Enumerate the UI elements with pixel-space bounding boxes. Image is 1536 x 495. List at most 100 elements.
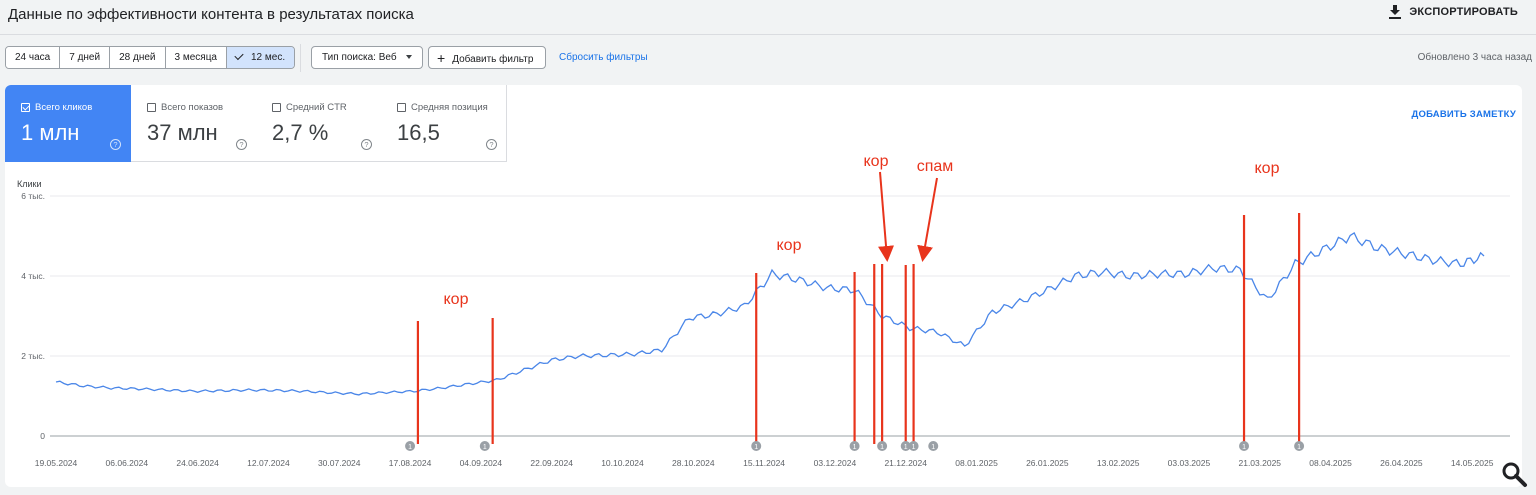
updated-status: Обновлено 3 часа назад: [1417, 52, 1532, 63]
event-marker-label: 1: [912, 444, 916, 451]
checkbox-icon: [272, 103, 281, 112]
event-marker: [849, 441, 860, 451]
add-filter-label: Добавить фильтр: [452, 54, 534, 65]
event-marker-label: 1: [408, 444, 412, 451]
range-24h-button[interactable]: 24 часа: [6, 47, 61, 68]
checkbox-icon: [21, 103, 30, 112]
event-marker: [479, 441, 490, 451]
metric-ctr[interactable]: Средний CTR 2,7 % ?: [256, 85, 382, 162]
help-icon[interactable]: ?: [486, 139, 497, 150]
annotation-label: кор: [444, 291, 469, 308]
date-range-group: 24 часа 7 дней 28 дней 3 месяца 12 мес.: [5, 46, 296, 69]
event-marker: [1294, 441, 1305, 451]
x-tick-label: 08.04.2025: [1309, 458, 1352, 468]
metric-impressions-value: 37 млн: [147, 120, 218, 145]
x-tick-label: 12.07.2024: [247, 458, 290, 468]
add-note-button[interactable]: ДОБАВИТЬ ЗАМЕТКУ: [1411, 109, 1516, 120]
x-tick-label: 04.09.2024: [460, 458, 503, 468]
x-tick-label: 30.07.2024: [318, 458, 361, 468]
y-tick-label: 4 тыс.: [21, 271, 45, 281]
reset-filters-link[interactable]: Сбросить фильтры: [559, 52, 648, 63]
event-marker: [928, 441, 939, 451]
y-tick-label: 0: [40, 431, 45, 441]
x-tick-label: 22.09.2024: [530, 458, 573, 468]
x-tick-label: 28.10.2024: [672, 458, 715, 468]
metric-position-value: 16,5: [397, 120, 440, 145]
x-tick-label: 03.03.2025: [1168, 458, 1211, 468]
metric-position-label: Средняя позиция: [411, 102, 488, 113]
filter-bar: 24 часа 7 дней 28 дней 3 месяца 12 мес. …: [0, 44, 1536, 72]
x-tick-label: 15.11.2024: [743, 458, 785, 468]
metric-impressions-label: Всего показов: [161, 102, 224, 113]
page-title: Данные по эффективности контента в резул…: [8, 6, 414, 23]
event-marker: [405, 441, 416, 451]
plus-icon: +: [437, 50, 446, 66]
x-tick-label: 26.01.2025: [1026, 458, 1069, 468]
event-marker: [900, 441, 911, 451]
annotation-arrow: [878, 171, 895, 262]
search-type-label: Тип поиска: Веб: [322, 52, 397, 63]
x-tick-label: 21.12.2024: [884, 458, 927, 468]
y-tick-label: 6 тыс.: [21, 191, 45, 201]
event-marker-label: 1: [483, 444, 487, 451]
metric-impressions[interactable]: Всего показов 37 млн ?: [131, 85, 257, 162]
top-bar: Данные по эффективности контента в резул…: [0, 0, 1536, 35]
metric-clicks-value: 1 млн: [21, 120, 80, 145]
event-marker-label: 1: [1297, 444, 1301, 451]
help-icon[interactable]: ?: [361, 139, 372, 150]
magnifier-icon[interactable]: [1499, 459, 1529, 489]
y-tick-label: 2 тыс.: [21, 351, 45, 361]
search-type-dropdown[interactable]: Тип поиска: Веб: [311, 46, 423, 69]
x-tick-label: 21.03.2025: [1238, 458, 1281, 468]
checkbox-icon: [147, 103, 156, 112]
event-marker: [877, 441, 888, 451]
divider: [300, 44, 301, 72]
x-tick-label: 26.04.2025: [1380, 458, 1423, 468]
metric-clicks-label: Всего кликов: [35, 102, 93, 113]
annotation-label: спам: [917, 158, 954, 175]
event-marker: [751, 441, 762, 451]
annotation-arrow: [917, 177, 938, 262]
range-3m-button[interactable]: 3 месяца: [165, 47, 227, 68]
metric-impressions-label-row: Всего показов: [147, 102, 223, 113]
metric-ctr-value: 2,7 %: [272, 120, 329, 145]
export-button[interactable]: ЭКСПОРТИРОВАТЬ: [1389, 5, 1518, 19]
annotation-label: кор: [777, 237, 802, 254]
range-12m-button[interactable]: 12 мес.: [226, 47, 295, 68]
metric-clicks[interactable]: Всего кликов 1 млн ?: [5, 85, 131, 162]
event-marker-label: 1: [853, 444, 857, 451]
metric-position-label-row: Средняя позиция: [397, 102, 488, 113]
y-axis-label: Клики: [17, 179, 42, 189]
x-tick-label: 03.12.2024: [814, 458, 857, 468]
x-tick-label: 17.08.2024: [389, 458, 432, 468]
event-marker-label: 1: [931, 444, 935, 451]
download-icon: [1389, 5, 1402, 19]
range-12m-label: 12 мес.: [250, 52, 286, 63]
event-marker-label: 1: [1242, 444, 1246, 451]
add-filter-button[interactable]: + Добавить фильтр: [428, 46, 546, 69]
event-marker-label: 1: [880, 444, 884, 451]
help-icon[interactable]: ?: [110, 139, 121, 150]
x-tick-label: 06.06.2024: [106, 458, 149, 468]
x-tick-label: 13.02.2025: [1097, 458, 1140, 468]
x-tick-label: 08.01.2025: [955, 458, 998, 468]
x-tick-label: 14.05.2025: [1451, 458, 1494, 468]
help-icon[interactable]: ?: [236, 139, 247, 150]
metric-ctr-label: Средний CTR: [286, 102, 347, 113]
annotation-label: кор: [864, 153, 889, 170]
x-tick-label: 19.05.2024: [35, 458, 78, 468]
metric-ctr-label-row: Средний CTR: [272, 102, 347, 113]
annotation-label: кор: [1255, 160, 1280, 177]
range-28d-button[interactable]: 28 дней: [110, 47, 166, 68]
checkbox-icon: [397, 103, 406, 112]
event-marker-label: 1: [754, 444, 758, 451]
range-7d-button[interactable]: 7 дней: [60, 47, 111, 68]
event-marker: [908, 441, 919, 451]
x-tick-label: 10.10.2024: [601, 458, 644, 468]
metric-position[interactable]: Средняя позиция 16,5 ?: [381, 85, 507, 162]
x-tick-label: 24.06.2024: [176, 458, 219, 468]
export-label: ЭКСПОРТИРОВАТЬ: [1409, 6, 1518, 18]
performance-card: Всего кликов 1 млн ? Всего показов 37 мл…: [5, 85, 1522, 487]
clicks-series-line: [55, 231, 1485, 396]
